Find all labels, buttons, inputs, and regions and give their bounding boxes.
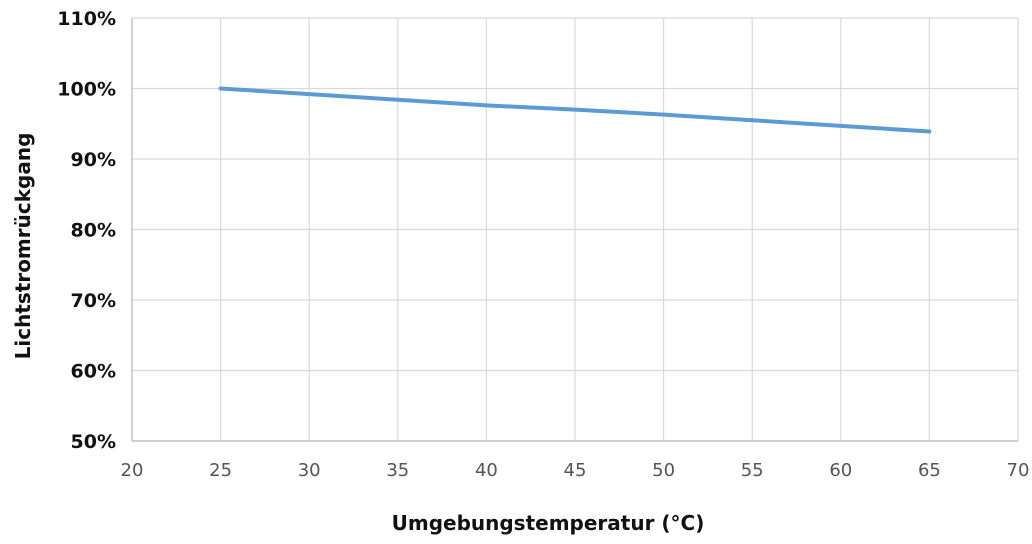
y-tick-label: 70% <box>71 290 116 312</box>
y-tick-label: 60% <box>71 361 116 383</box>
series-layer <box>218 86 932 134</box>
x-axis-title: Umgebungstemperatur (°C) <box>392 511 705 535</box>
y-tick-labels: 110% 100% 90% 80% 70% 60% 50% <box>57 8 116 453</box>
y-tick-label: 90% <box>71 149 116 171</box>
axis-layer <box>131 18 1018 442</box>
x-tick-labels: 20 25 30 35 40 45 50 55 60 65 70 <box>121 460 1030 481</box>
x-tick-label: 35 <box>386 460 409 481</box>
y-tick-label: 50% <box>71 431 116 453</box>
grid-layer <box>132 17 1019 441</box>
y-tick-label: 80% <box>71 220 116 242</box>
x-tick-label: 55 <box>741 460 764 481</box>
x-tick-label: 25 <box>209 460 232 481</box>
x-tick-label: 45 <box>564 460 587 481</box>
x-tick-label: 20 <box>121 460 144 481</box>
y-tick-label: 110% <box>57 8 116 30</box>
x-tick-label: 70 <box>1007 460 1030 481</box>
x-tick-label: 40 <box>475 460 498 481</box>
x-tick-label: 65 <box>918 460 941 481</box>
x-tick-label: 60 <box>829 460 852 481</box>
y-axis-title: Lichtstromrückgang <box>11 133 35 360</box>
series-line-0 <box>218 86 932 134</box>
x-tick-label: 50 <box>652 460 675 481</box>
y-tick-label: 100% <box>57 79 116 101</box>
x-tick-label: 30 <box>298 460 321 481</box>
